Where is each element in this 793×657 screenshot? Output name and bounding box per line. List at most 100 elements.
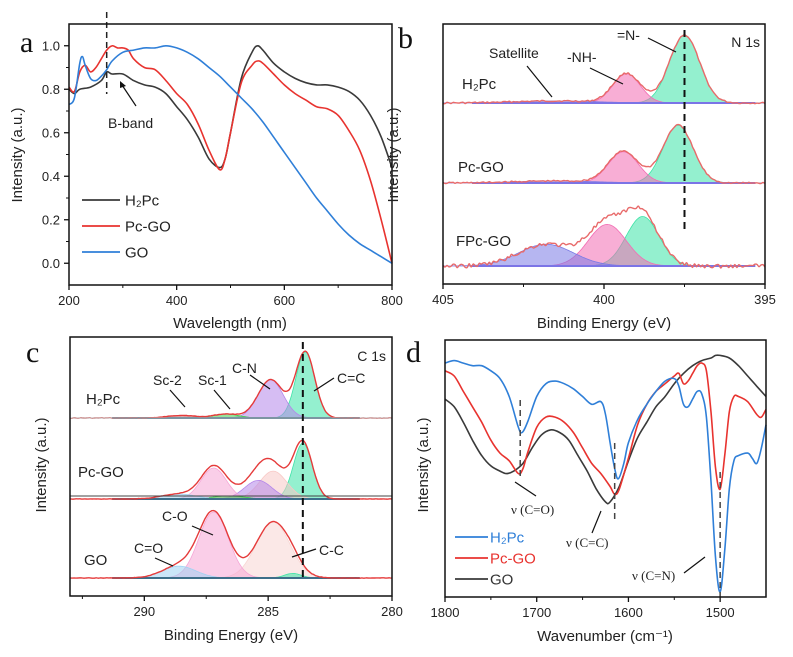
axes-frame [69,336,393,597]
sample-label: FPc-GO [456,233,511,250]
annotation-co-stretch: ν (C=O) [511,502,554,517]
panel-label-a: a [20,26,33,59]
axis-ticks: 290 285 280 [81,596,403,619]
sample-label: GO [84,552,107,569]
y-axis-label: Intensity (a.u.) [9,107,26,202]
x-tick-label: 280 [381,604,403,619]
legend-label: Pc-GO [490,551,536,568]
x-tick-label: 600 [273,293,295,308]
envelope-line [69,439,393,500]
annotation-co: C-O [162,508,188,524]
series-line-pcgo [68,44,393,264]
axis-ticks: 405 400 395 [432,284,776,307]
plot-area [442,30,766,269]
panel-b-n1s-xps: b 405 400 395 Binding Energy (eV) Intensit… [385,22,776,332]
annotation-n: =N- [617,27,640,43]
legend-label: H₂Pc [490,530,525,547]
x-tick-label: 285 [257,604,279,619]
spectrum-hpc [442,33,766,105]
panel-label-b: b [398,22,413,55]
sample-label: H₂Pc [86,391,121,408]
axis-ticks: 1800 1700 1600 1500 [431,597,735,620]
plot-area [68,12,393,264]
x-tick-label: 1600 [614,605,643,620]
annotation-cc: C-C [319,542,344,558]
arrow-head-icon [120,81,126,88]
annotation-arrow [191,525,214,536]
annotation-arrow [514,481,537,497]
annotation-arrow [291,548,317,558]
y-tick-label: 0.6 [42,125,60,140]
legend: H₂Pc Pc-GO GO [455,530,536,589]
series-line-hpc [444,359,767,593]
spectrum-fpcgo [442,205,766,269]
legend: H₂Pc Pc-GO GO [82,193,171,262]
annotation-sc2: Sc-2 [153,372,182,388]
annotations: ν (C=O) ν (C=C) ν (C=N) [511,481,706,583]
series-line-go [68,44,393,264]
sample-label: Pc-GO [78,464,124,481]
annotation-cn: C-N [232,360,257,376]
x-tick-label: 1500 [706,605,735,620]
annotation-cc-stretch: ν (C=C) [566,535,608,550]
y-tick-label: 0.2 [42,212,60,227]
y-axis-label: Intensity (a.u.) [415,417,432,512]
spectrum-go [69,509,393,579]
annotation-cc: C=C [337,370,365,386]
spectrum-pcgo [442,123,766,185]
series-line-hpc [68,44,393,169]
annotation-arrow [591,510,602,534]
annotation-arrow [647,37,677,53]
annotation-arrow [154,557,174,567]
legend-label: GO [125,245,148,262]
x-tick-label: 395 [754,292,776,307]
series-line-go [444,354,767,505]
annotation-arrow [589,67,624,85]
envelope-line [442,33,766,105]
envelope-line [442,123,766,185]
x-tick-label: 200 [58,293,80,308]
y-tick-label: 0.8 [42,82,60,97]
legend-label: Pc-GO [125,219,171,236]
sample-label: Pc-GO [458,159,504,176]
envelope-line [442,205,766,269]
annotation-nh: -NH- [567,49,597,65]
x-axis-label: Binding Energy (eV) [537,315,671,332]
axes-frame [444,339,767,598]
axes-frame [68,23,393,286]
annotation-co: C=O [134,540,163,556]
y-tick-label: 0.0 [42,256,60,271]
annotation-arrow [526,65,553,98]
sample-label: H₂Pc [462,76,497,93]
annotation-arrow [249,374,271,390]
axis-ticks: 200 400 600 800 0.0 0.2 0.4 0.6 0.8 1.0 [42,38,403,308]
annotation-arrow [313,377,335,392]
annotation-arrow [121,84,137,107]
x-tick-label: 405 [432,292,454,307]
y-tick-label: 0.4 [42,169,60,184]
annotation-arrow [169,389,186,408]
x-axis-label: Wavelength (nm) [173,315,287,332]
annotation-satellite: Satellite [489,45,539,61]
x-tick-label: 800 [381,293,403,308]
annotation-arrow [683,556,706,574]
annotation-cn-stretch: ν (C=N) [632,568,675,583]
annotation-b-band: B-band [108,115,153,131]
spectrum-title: N 1s [731,34,760,50]
x-tick-label: 1700 [522,605,551,620]
annotation-sc1: Sc-1 [198,372,227,388]
x-tick-label: 1800 [431,605,460,620]
panel-label-c: c [26,336,39,369]
annotations: H₂Pc Pc-GO FPc-GO Satellite -NH- =N- [456,27,677,250]
x-axis-label: Binding Energy (eV) [164,627,298,644]
panel-a-uv-vis: a 200 400 600 800 0.0 0.2 0.4 0.6 0.8 1.0 Wavelen… [9,12,403,332]
legend-label: GO [490,572,513,589]
spectrum-title: C 1s [357,348,386,364]
y-axis-label: Intensity (a.u.) [385,107,402,202]
series-line-pcgo [444,362,767,496]
panel-label-d: d [406,336,421,369]
envelope-line [69,509,393,579]
y-tick-label: 1.0 [42,38,60,53]
x-axis-label: Wavenumber (cm⁻¹) [537,628,673,645]
panel-c-c1s-xps: c 290 285 280 Binding Energy (eV) Intensit… [26,336,403,644]
